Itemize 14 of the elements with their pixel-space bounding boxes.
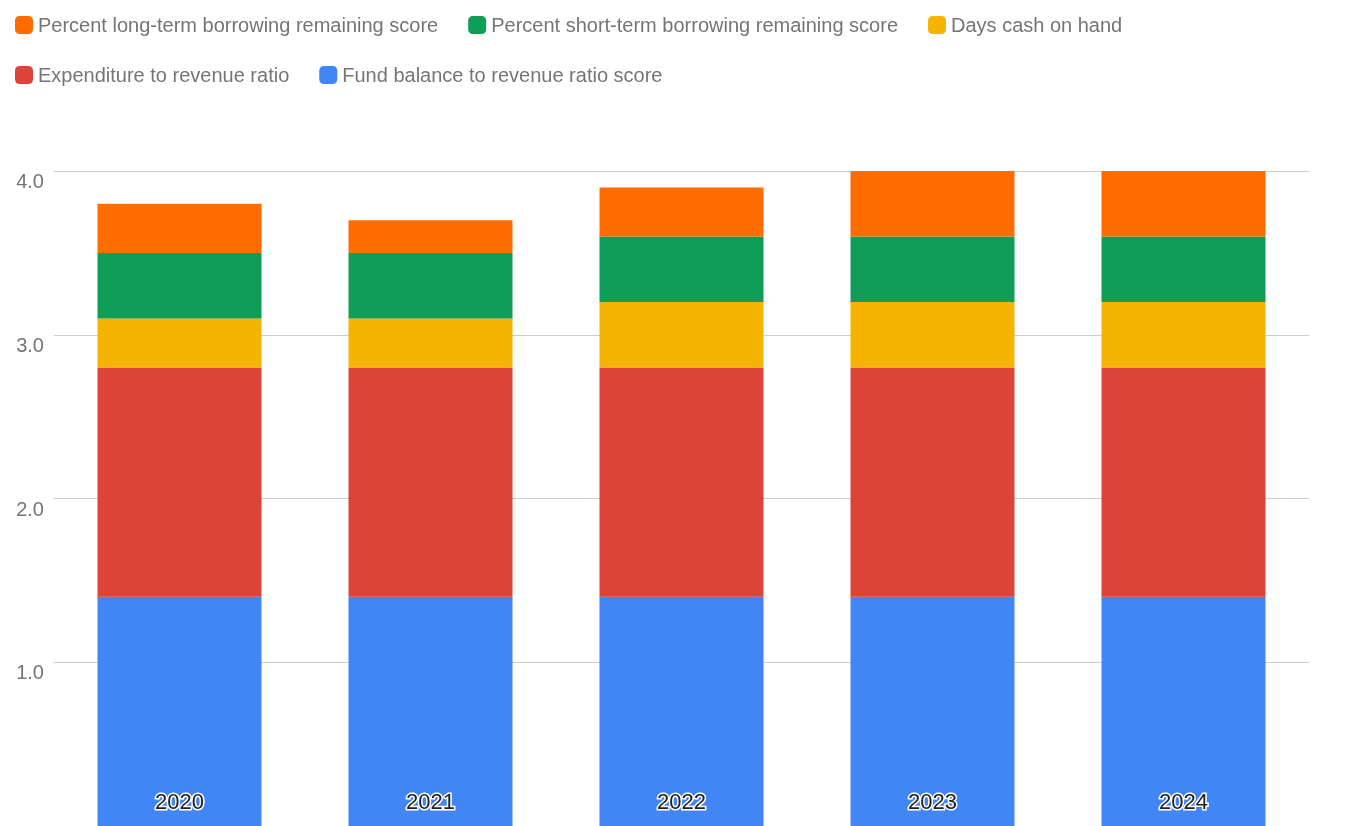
- x-tick-label: 2022: [657, 788, 706, 814]
- x-tick-label: 2021: [406, 788, 455, 814]
- legend-label: Days cash on hand: [951, 14, 1123, 36]
- legend-label: Percent long-term borrowing remaining score: [38, 14, 439, 36]
- legend-label: Expenditure to revenue ratio: [38, 64, 290, 86]
- x-tick-label: 2024: [1159, 788, 1208, 814]
- x-tick-label: 2023: [908, 788, 957, 814]
- legend-label: Fund balance to revenue ratio score: [342, 64, 663, 86]
- y-tick-label: 1.0: [16, 661, 44, 684]
- y-tick-label: 3.0: [16, 333, 44, 356]
- x-tick-label: 2020: [155, 788, 204, 814]
- y-tick-label: 4.0: [16, 170, 44, 192]
- legend-label: Percent short-term borrowing remaining score: [491, 14, 898, 36]
- y-tick-label: 2.0: [16, 497, 44, 520]
